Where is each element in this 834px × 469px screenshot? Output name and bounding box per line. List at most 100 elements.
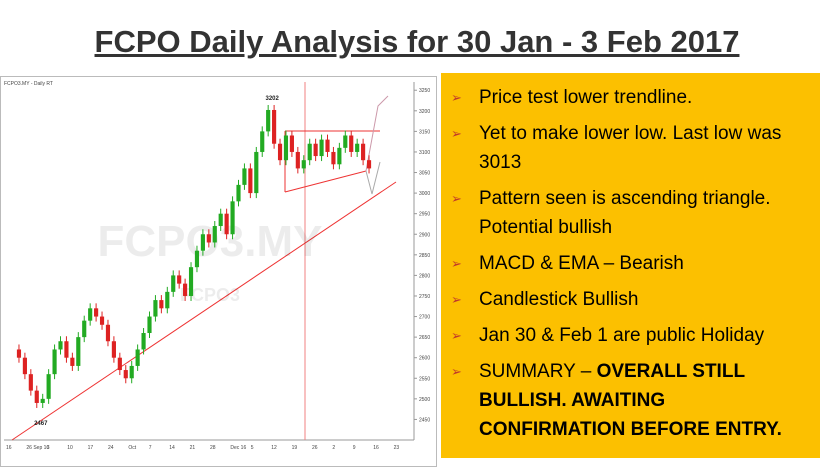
candle-body [272, 109, 277, 144]
x-tick-label: Dec 16 [230, 445, 246, 451]
bullet-emphasis: OVERALL STILL BULLISH. AWAITING CONFIRMA… [479, 361, 782, 440]
candle-body [230, 201, 235, 235]
y-tick-label: 2650 [419, 335, 430, 341]
candle-body [307, 143, 312, 161]
bullet-text: Price test lower trendline. [479, 87, 693, 108]
candle-body [22, 357, 27, 375]
candle-body [331, 151, 336, 165]
price-annotation: 2467 [34, 421, 48, 427]
candle-body [188, 267, 194, 296]
y-tick-label: 2800 [419, 273, 430, 279]
bullet: Jan 30 & Feb 1 are public Holiday [449, 321, 806, 350]
candle-body [105, 324, 111, 342]
candle-body [111, 341, 116, 358]
x-tick-label: 17 [88, 445, 94, 451]
candle-body [366, 160, 372, 169]
y-tick-label: 2600 [419, 356, 430, 362]
y-tick-label: 2750 [419, 294, 430, 300]
candle-body [236, 184, 241, 202]
candle-body [147, 316, 152, 334]
x-tick-label: 26 Sep 16 [26, 445, 49, 451]
candle-body [200, 234, 205, 251]
bullet: Pattern seen is ascending triangle. Pote… [449, 184, 806, 242]
candle-body [165, 291, 170, 309]
analysis-panel: Price test lower trendline. Yet to make l… [441, 73, 820, 458]
bullet-text: Pattern seen is ascending triangle. Pote… [479, 188, 771, 238]
candle-body [64, 341, 69, 358]
triangle-support [284, 170, 367, 193]
x-tick-label: 10 [67, 445, 73, 451]
candle-body [99, 316, 105, 325]
y-tick-label: 2900 [419, 232, 430, 238]
candle-body [266, 109, 271, 132]
candle-body [135, 349, 140, 366]
y-tick-label: 3050 [419, 171, 430, 177]
candle-body [218, 213, 223, 227]
bullet-text: Jan 30 & Feb 1 are public Holiday [479, 325, 765, 346]
candle-body [52, 349, 57, 375]
candle-body [242, 168, 247, 185]
x-tick-label: 19 [292, 445, 298, 451]
trendline [11, 181, 397, 441]
x-tick-label: 9 [353, 445, 356, 451]
x-tick-label: 23 [394, 445, 400, 451]
candle-body [254, 151, 259, 194]
candle-body [301, 160, 306, 169]
candle-body [117, 357, 122, 371]
candle-body [319, 139, 324, 157]
x-tick-label: 16 [373, 445, 379, 451]
y-tick-label: 3000 [419, 191, 430, 197]
candle-body [82, 320, 87, 338]
x-tick-label: 5 [251, 445, 254, 451]
candle-body [361, 143, 366, 161]
candle-body [88, 308, 93, 321]
x-tick-label: 2 [332, 445, 335, 451]
bullet: SUMMARY – OVERALL STILL BULLISH. AWAITIN… [449, 357, 806, 444]
bullet: MACD & EMA – Bearish [449, 249, 806, 278]
candle-body [94, 308, 99, 317]
candle-body [159, 300, 164, 309]
candle-body [16, 349, 22, 358]
y-tick-label: 2450 [419, 417, 430, 423]
candle-body [277, 143, 283, 161]
price-annotation: 3202 [265, 96, 279, 102]
y-tick-label: 2950 [419, 212, 430, 218]
bullet-text: Candlestick Bullish [479, 289, 639, 310]
candle-body [171, 275, 176, 292]
candle-body [289, 135, 294, 152]
y-tick-label: 3200 [419, 109, 430, 115]
x-tick-label: 16 [6, 445, 12, 451]
projection-alt [365, 161, 381, 195]
candle-body [76, 337, 81, 366]
candle-body [34, 390, 39, 403]
candle-body [46, 374, 51, 399]
bullet: Candlestick Bullish [449, 285, 806, 314]
candle-body [224, 213, 229, 235]
candle-body [141, 333, 146, 350]
x-tick-label: 26 [312, 445, 318, 451]
x-tick-label: 28 [210, 445, 216, 451]
bullet-list: Price test lower trendline. Yet to make l… [449, 83, 806, 444]
candle-body [129, 365, 134, 379]
x-tick-label: 7 [149, 445, 152, 451]
bullet: Yet to make lower low. Last low was 3013 [449, 119, 806, 177]
candle-body [343, 135, 348, 148]
candle-body [194, 250, 200, 268]
y-tick-label: 3150 [419, 129, 430, 135]
candle-body [349, 135, 354, 152]
x-tick-label: Oct [128, 445, 136, 451]
y-tick-label: 2500 [419, 397, 430, 403]
candle-body [355, 143, 360, 152]
y-tick-label: 2700 [419, 315, 430, 321]
projection [365, 95, 389, 172]
watermark: FCPO3 [180, 285, 240, 305]
chart-title: FCPO3.MY - Daily RT [4, 81, 53, 87]
candle-body [337, 147, 342, 165]
y-tick-label: 2550 [419, 376, 430, 382]
bullet-text: SUMMARY – [479, 361, 597, 382]
candle-body [58, 341, 63, 350]
candle-body [260, 131, 265, 152]
bullet: Price test lower trendline. [449, 83, 806, 112]
candle-body [313, 143, 318, 157]
y-tick-label: 2850 [419, 253, 430, 259]
